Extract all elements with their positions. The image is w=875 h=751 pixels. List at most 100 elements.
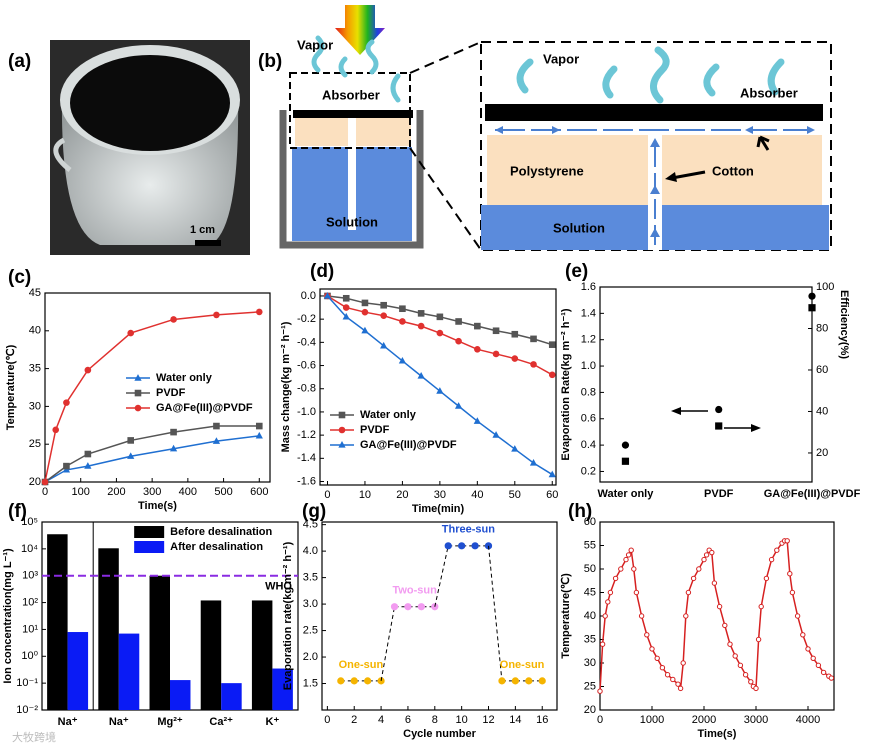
- series-label: Three-sun: [442, 524, 495, 536]
- marker: [380, 312, 387, 319]
- y-tick-label: 0.6: [581, 413, 596, 425]
- y2-tick-label: 60: [816, 364, 828, 376]
- panel-label: (a): [8, 51, 31, 72]
- marker: [342, 312, 350, 320]
- marker: [664, 672, 671, 678]
- marker: [683, 613, 689, 619]
- marker: [597, 688, 603, 694]
- marker: [810, 655, 816, 661]
- marker: [680, 660, 686, 666]
- marker: [436, 329, 444, 337]
- y2-tick-label: 100: [816, 281, 834, 293]
- legend-label: PVDF: [360, 424, 390, 436]
- marker: [404, 603, 412, 611]
- marker: [377, 677, 385, 685]
- plot-frame: [321, 521, 558, 711]
- marker: [84, 366, 92, 374]
- marker: [748, 679, 754, 685]
- marker: [800, 632, 806, 638]
- marker: [436, 387, 444, 394]
- marker: [399, 305, 406, 313]
- x-tick-label: 0: [324, 714, 330, 726]
- marker: [732, 653, 738, 659]
- series-label: Two-sun: [392, 585, 437, 597]
- marker: [63, 399, 70, 406]
- marker: [715, 405, 723, 414]
- watermark: 大牧跨境: [12, 730, 56, 744]
- x-tick-label: Mg²⁺: [157, 716, 183, 728]
- marker: [338, 411, 346, 419]
- marker: [530, 361, 537, 368]
- marker: [805, 646, 811, 652]
- x-tick-label: 0: [324, 489, 330, 501]
- marker: [492, 431, 500, 438]
- marker: [342, 294, 350, 302]
- marker: [727, 641, 733, 647]
- x-tick-label: Na⁺: [109, 716, 129, 728]
- marker: [618, 566, 624, 572]
- x-axis-label: Time(min): [412, 503, 465, 515]
- y-tick-label: 10⁵: [21, 516, 38, 528]
- marker: [677, 685, 684, 692]
- legend-swatch: [134, 541, 165, 553]
- marker: [323, 291, 332, 299]
- marker: [654, 655, 660, 661]
- marker: [471, 542, 479, 550]
- legend-label: PVDF: [156, 387, 186, 399]
- y-tick-label: 2.0: [303, 651, 318, 663]
- diagram-label: Absorber: [740, 85, 798, 100]
- marker: [599, 641, 606, 647]
- marker: [127, 329, 135, 337]
- marker: [213, 311, 220, 319]
- y-tick-label: 1.6: [581, 281, 596, 293]
- marker: [715, 422, 723, 430]
- marker: [127, 437, 135, 444]
- marker: [498, 677, 506, 685]
- marker: [649, 646, 655, 652]
- y-tick-label: 1.4: [581, 307, 596, 319]
- marker: [808, 304, 816, 312]
- marker: [213, 422, 220, 430]
- marker: [675, 681, 681, 687]
- x-tick-label: Water only: [598, 488, 655, 500]
- legend-label: Before desalination: [170, 526, 272, 538]
- y2-tick-label: 20: [816, 447, 828, 459]
- marker: [511, 677, 519, 685]
- diagram-label: Polystyrene: [510, 163, 584, 178]
- y-axis-label: Evaporation rate(kg m⁻² h⁻¹): [282, 541, 294, 690]
- y-tick-label: 55: [584, 539, 596, 551]
- x-tick-label: Na⁺: [58, 716, 78, 728]
- marker: [633, 589, 640, 596]
- series-label: One-sun: [339, 659, 384, 671]
- marker: [170, 428, 177, 436]
- marker: [134, 389, 142, 397]
- marker: [417, 322, 425, 330]
- y-tick-label: 45: [584, 586, 596, 598]
- x-tick-label: 0: [42, 486, 48, 498]
- photo: [50, 40, 250, 255]
- marker: [84, 462, 92, 469]
- series-label: One-sun: [500, 659, 545, 671]
- marker: [525, 677, 533, 685]
- marker: [134, 374, 142, 381]
- marker: [789, 589, 796, 596]
- marker: [828, 675, 835, 681]
- bar: [251, 600, 273, 710]
- marker: [670, 676, 676, 683]
- marker: [350, 677, 358, 685]
- marker: [716, 603, 723, 610]
- marker: [755, 636, 762, 643]
- marker: [212, 437, 221, 444]
- marker: [492, 327, 500, 335]
- bar: [67, 632, 89, 710]
- marker: [612, 575, 619, 582]
- series-line: [44, 311, 260, 483]
- y-axis-label: Evaporation Rate(kg m⁻² h⁻¹): [560, 308, 572, 461]
- legend-swatch: [134, 526, 165, 538]
- panel-label: (d): [310, 261, 334, 282]
- bar: [47, 534, 68, 710]
- marker: [398, 356, 407, 364]
- marker: [538, 677, 546, 685]
- y-tick-label: 4.0: [303, 545, 318, 557]
- panel-label: (f): [8, 501, 27, 522]
